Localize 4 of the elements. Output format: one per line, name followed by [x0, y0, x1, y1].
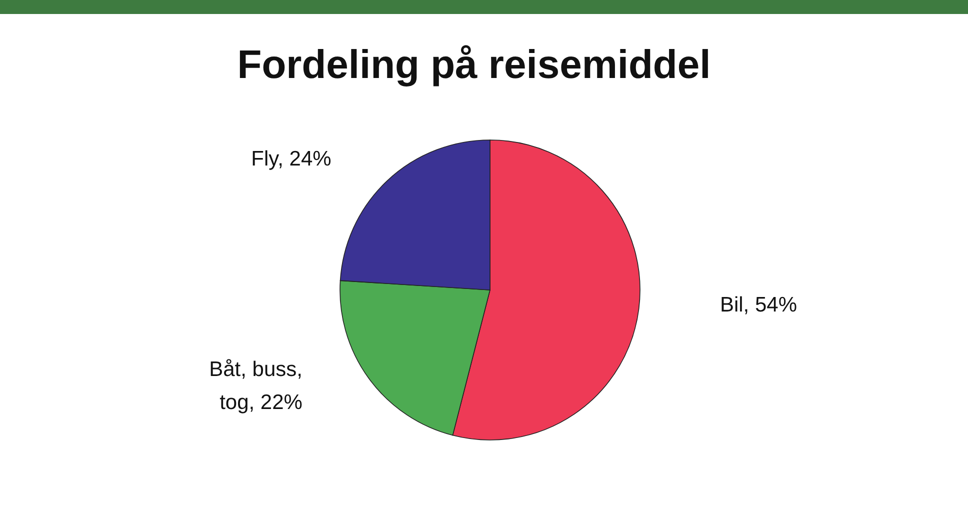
- slice-label: Bil, 54%: [720, 293, 798, 316]
- slice-label: Båt, buss, tog, 22%: [209, 358, 302, 414]
- chart-title: Fordeling på reisemiddel: [237, 43, 711, 87]
- slice-label: Fly, 24%: [251, 148, 332, 171]
